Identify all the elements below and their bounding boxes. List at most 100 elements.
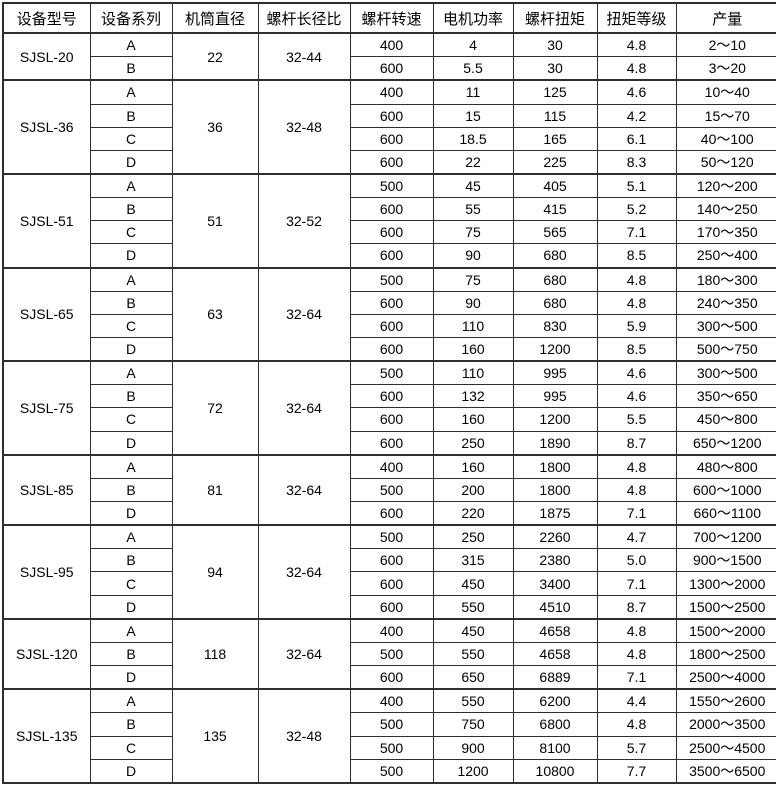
series-cell: B: [89, 197, 173, 222]
grade-cell: 4.8: [596, 453, 677, 479]
speed-cell: 400: [349, 688, 434, 714]
table-row: C 600 75 565 7.1 170～350: [3, 220, 776, 245]
table-row: B 600 15 115 4.2 15～70: [3, 103, 776, 128]
speed-cell: 600: [349, 430, 434, 456]
power-cell: 315: [432, 548, 514, 573]
table-row: B 600 5.5 30 4.8 3～20: [3, 56, 776, 81]
output-cell: 180～300: [675, 266, 776, 292]
series-cell: D: [89, 594, 173, 620]
series-cell: B: [89, 548, 173, 573]
table-body: SJSL-20 A 22 32-44 400 4 30 4.8 2～10 B 600 5.5 30 4.8…: [2, 31, 776, 784]
barrel-cell: 135: [171, 688, 259, 784]
series-cell: A: [89, 524, 173, 550]
power-cell: 22: [432, 149, 514, 175]
header-screw-torque: 螺杆扭矩: [512, 2, 598, 34]
output-cell: 170～350: [675, 220, 776, 245]
ld-ratio-cell: 32-64: [257, 617, 351, 690]
series-cell: C: [89, 407, 173, 432]
power-cell: 75: [432, 266, 514, 292]
table-row: C 600 160 1200 5.5 450～800: [3, 407, 776, 432]
power-cell: 200: [432, 477, 514, 503]
table-row: D 500 1200 10800 7.7 3500～6500: [3, 758, 776, 784]
grade-cell: 5.9: [596, 313, 677, 338]
torque-cell: 415: [512, 197, 598, 222]
output-cell: 3～20: [675, 56, 776, 81]
output-cell: 120～200: [675, 172, 776, 199]
table-row: SJSL-75 A 72 32-64 500 110 995 4.6 300～500: [2, 360, 776, 456]
torque-cell: 680: [512, 243, 598, 269]
torque-cell: 680: [512, 290, 598, 315]
grade-cell: 5.2: [596, 197, 677, 222]
series-cell: B: [89, 56, 173, 81]
barrel-cell: 94: [171, 524, 259, 620]
speed-cell: 600: [349, 149, 434, 175]
output-cell: 3500～6500: [675, 758, 776, 784]
table-header: 设备型号 设备系列 机筒直径 螺杆长径比 螺杆转速 电机功率 螺杆扭矩 扭矩等级…: [2, 2, 776, 34]
speed-cell: 500: [349, 641, 434, 667]
table-row: SJSL-51 A 51 32-52 500 45 405 5.1 120～200: [2, 172, 776, 269]
model-cell: SJSL-36: [2, 79, 91, 175]
series-cell: A: [89, 688, 173, 714]
table-row: D 600 22 225 8.3 50～120: [3, 149, 776, 175]
header-motor-power: 电机功率: [432, 2, 514, 34]
series-cell: C: [89, 571, 173, 596]
output-cell: 450～800: [675, 407, 776, 432]
speed-cell: 600: [349, 501, 434, 526]
output-cell: 140～250: [675, 197, 776, 222]
table-row: D 600 90 680 8.5 250～400: [3, 243, 776, 269]
table-row: SJSL-85 A 81 32-64 400 160 1800 4.8 480～800: [2, 453, 776, 526]
speed-cell: 600: [349, 548, 434, 573]
power-cell: 250: [432, 430, 514, 456]
output-cell: 2000～3500: [675, 712, 776, 737]
barrel-cell: 63: [171, 266, 259, 362]
grade-cell: 7.1: [596, 571, 677, 596]
power-cell: 55: [432, 197, 514, 222]
output-cell: 1550～2600: [675, 688, 776, 714]
series-cell: C: [89, 220, 173, 245]
series-cell: B: [89, 103, 173, 128]
torque-cell: 2380: [512, 548, 598, 573]
power-cell: 550: [432, 594, 514, 620]
header-ld-ratio: 螺杆长径比: [257, 2, 351, 34]
model-cell: SJSL-51: [2, 172, 91, 269]
power-cell: 45: [432, 172, 514, 199]
table-row: D 600 220 1875 7.1 660～1100: [3, 501, 776, 526]
torque-cell: 125: [512, 79, 598, 105]
power-cell: 750: [432, 712, 514, 737]
output-cell: 1500～2000: [675, 617, 776, 643]
torque-cell: 4658: [512, 641, 598, 667]
torque-cell: 1200: [512, 407, 598, 432]
table-row: C 500 900 8100 5.7 2500～4500: [3, 735, 776, 760]
barrel-cell: 51: [171, 172, 259, 269]
output-cell: 900～1500: [675, 548, 776, 573]
grade-cell: 4.8: [596, 56, 677, 81]
header-screw-speed: 螺杆转速: [349, 2, 434, 34]
torque-cell: 565: [512, 220, 598, 245]
speed-cell: 500: [349, 172, 434, 199]
speed-cell: 500: [349, 524, 434, 550]
table-row: B 500 550 4658 4.8 1800～2500: [3, 641, 776, 667]
series-cell: B: [89, 290, 173, 315]
speed-cell: 600: [349, 220, 434, 245]
power-cell: 250: [432, 524, 514, 550]
speed-cell: 400: [349, 617, 434, 643]
barrel-cell: 22: [171, 31, 259, 81]
grade-cell: 8.7: [596, 594, 677, 620]
grade-cell: 4.8: [596, 290, 677, 315]
power-cell: 5.5: [432, 56, 514, 81]
header-output: 产量: [675, 2, 776, 34]
ld-ratio-cell: 32-64: [257, 453, 351, 526]
speed-cell: 500: [349, 758, 434, 784]
model-cell: SJSL-75: [2, 360, 91, 456]
table-row: B 600 315 2380 5.0 900～1500: [3, 548, 776, 573]
grade-cell: 8.3: [596, 149, 677, 175]
speed-cell: 600: [349, 290, 434, 315]
output-cell: 10～40: [675, 79, 776, 105]
model-cell: SJSL-120: [2, 617, 91, 690]
grade-cell: 8.5: [596, 336, 677, 362]
grade-cell: 4.8: [596, 641, 677, 667]
series-cell: D: [89, 336, 173, 362]
grade-cell: 4.8: [596, 712, 677, 737]
torque-cell: 115: [512, 103, 598, 128]
